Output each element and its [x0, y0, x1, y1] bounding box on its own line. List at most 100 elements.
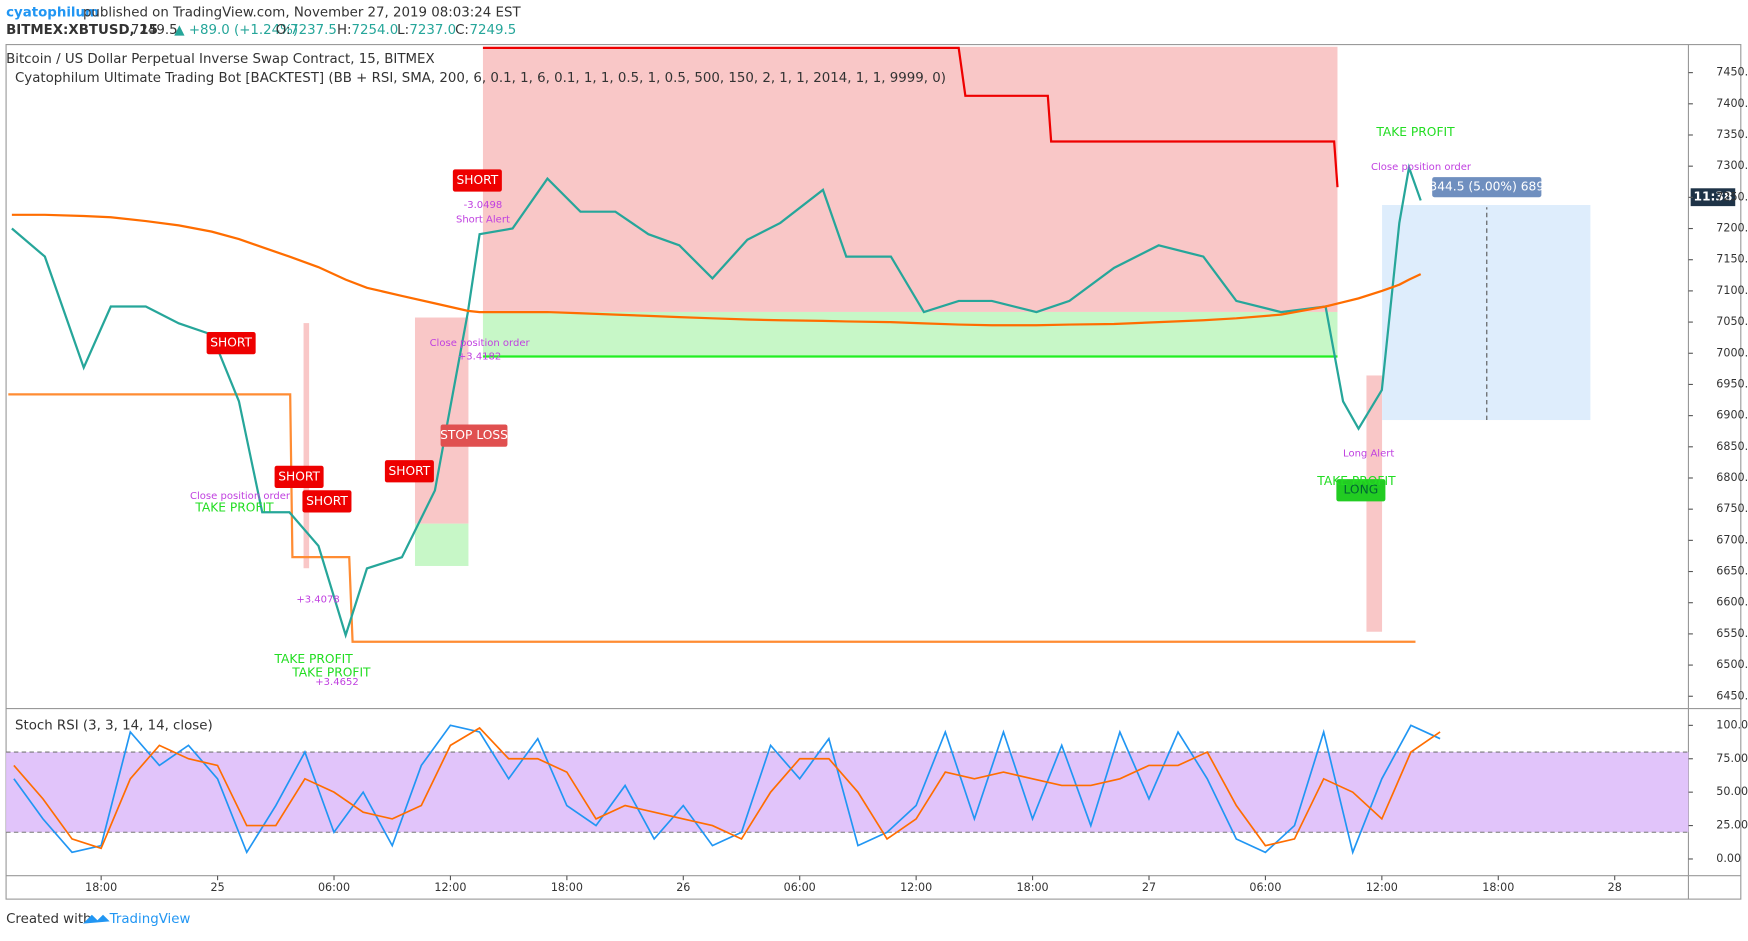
x-tick-label: 28 [1608, 881, 1622, 894]
position-label: 344.5 (5.00%) 689 [1429, 180, 1544, 194]
y-tick-label: 6650.0 [1716, 565, 1748, 578]
c-label: C: [455, 23, 469, 38]
footer-brand[interactable]: TradingView [109, 912, 191, 927]
stoch-title: Stoch RSI (3, 3, 14, 14, close) [15, 718, 213, 733]
series-line [13, 726, 1441, 850]
y-tick-label: 6900.0 [1716, 409, 1748, 422]
x-tick-label: 12:00 [434, 881, 466, 894]
x-tick-label: 06:00 [784, 881, 816, 894]
tv-logo [82, 914, 110, 924]
current-price-box [1690, 188, 1736, 207]
o-label: O: [276, 23, 291, 38]
published: published on TradingView.com, November 2… [83, 5, 522, 20]
order-note: Close position order [190, 491, 291, 502]
x-tick-label: 18:00 [551, 881, 583, 894]
trade-zones [8, 46, 1591, 643]
chart-title: Bitcoin / US Dollar Perpetual Inverse Sw… [6, 52, 435, 67]
symbol: BITMEX:XBTUSD, 15 [6, 23, 158, 38]
y-tick-label: 6450.0 [1716, 689, 1748, 702]
l-label: L: [397, 23, 409, 38]
x-tick-label: 18:00 [1482, 881, 1514, 894]
order-note: Close position order [430, 338, 531, 349]
signal-box [384, 460, 434, 483]
y-tick-label: 7450.0 [1716, 66, 1748, 79]
x-tick-label: 27 [1142, 881, 1156, 894]
y-tick-label: 7350.0 [1716, 128, 1748, 141]
x-tick-label: 26 [676, 881, 690, 894]
order-note: +3.4652 [315, 677, 358, 688]
series-line [11, 163, 1422, 639]
signal-label: SHORT [306, 494, 348, 508]
signal-box [206, 332, 256, 355]
y-tick-label: 7100.0 [1716, 284, 1748, 297]
signal-box [1336, 479, 1386, 502]
order-note: +3.4078 [296, 594, 339, 605]
countdown: 11:38 [1693, 190, 1732, 204]
y-tick-label: 6550.0 [1716, 627, 1748, 640]
order-note: Short Alert [456, 214, 510, 225]
x-tick-label: 18:00 [1017, 881, 1049, 894]
y-tick-label: 7400.0 [1716, 97, 1748, 110]
y-tick-label: 7150.0 [1716, 253, 1748, 266]
y-tick-label: 50.00 [1716, 785, 1748, 798]
take-profit: TAKE PROFIT [194, 501, 274, 515]
y-tick-label: 6850.0 [1716, 440, 1748, 453]
y-tick-label: 6750.0 [1716, 502, 1748, 515]
author[interactable]: cyatophilum [6, 5, 99, 20]
short-zone [482, 46, 1338, 312]
y-tick-label: 7200.0 [1716, 222, 1748, 235]
x-tick-label: 12:00 [1366, 881, 1398, 894]
h-label: H: [337, 23, 352, 38]
y-tick-label: 6600.0 [1716, 596, 1748, 609]
signal-box [302, 490, 352, 513]
band [6, 752, 1689, 833]
signal-box [452, 169, 502, 192]
x-tick-label: 12:00 [900, 881, 932, 894]
target-zone [482, 311, 1338, 357]
y-tick-label: 75.00 [1716, 752, 1748, 765]
position-box [1382, 205, 1591, 421]
open: 7237.5 [290, 23, 337, 38]
signal-label: SHORT [389, 464, 431, 478]
signal-box [274, 465, 324, 488]
order-note: -3.0498 [464, 200, 503, 211]
y-tick-label: 7000.0 [1716, 346, 1748, 359]
order-note: Close position order [1371, 162, 1472, 173]
target-zone [414, 523, 469, 566]
stop-line [482, 46, 1339, 188]
take-profit: TAKE PROFIT [273, 652, 353, 666]
signal-label: SHORT [210, 336, 252, 350]
x-tick-label: 18:00 [85, 881, 117, 894]
x-tick-label: 06:00 [318, 881, 350, 894]
series-line [13, 724, 1441, 856]
footer-created: Created with [6, 912, 91, 927]
y-tick-label: 6500.0 [1716, 658, 1748, 671]
signal-label: SHORT [456, 173, 498, 187]
take-profit: TAKE PROFIT [1316, 474, 1396, 488]
y-tick-label: 6950.0 [1716, 377, 1748, 390]
y-tick-label: 100.00 [1716, 718, 1748, 731]
long-stop-zone [1366, 375, 1383, 632]
y-tick-label: 7050.0 [1716, 315, 1748, 328]
order-note: Long Alert [1343, 448, 1394, 459]
y-tick-label: 7250.0 [1716, 190, 1748, 203]
y-tick-label: 0.00 [1716, 852, 1741, 865]
series-line [11, 213, 1422, 327]
trail-line [8, 393, 1416, 643]
y-tick-label: 6700.0 [1716, 533, 1748, 546]
take-profit: TAKE PROFIT [291, 665, 371, 679]
take-profit: TAKE PROFIT [1375, 125, 1455, 139]
signal-label: STOP LOSS [440, 428, 508, 442]
low: 7237.0 [409, 23, 456, 38]
position-box-label [1432, 177, 1542, 198]
change: ▲ +89.0 (+1.24%) [174, 23, 298, 38]
frame [5, 44, 1742, 900]
signal-box [440, 424, 508, 447]
y-tick-label: 25.00 [1716, 819, 1748, 832]
order-note: +3.4182 [458, 352, 501, 363]
signal-label: LONG [1344, 483, 1379, 497]
indicator-title: Cyatophilum Ultimate Trading Bot [BACKTE… [15, 71, 946, 86]
x-tick-label: 06:00 [1249, 881, 1281, 894]
last-price: 7249.5 [131, 23, 178, 38]
